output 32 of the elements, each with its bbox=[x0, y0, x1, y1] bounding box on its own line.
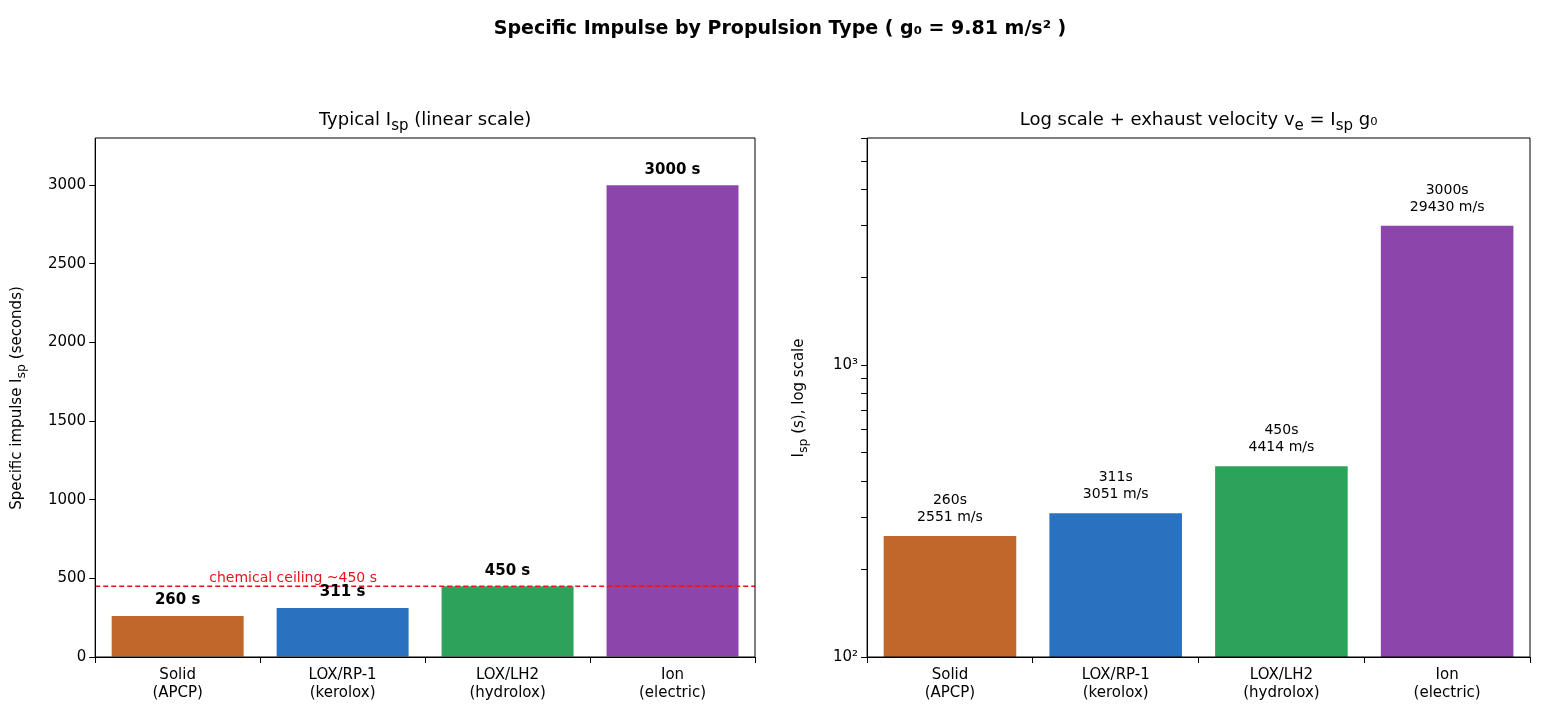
y-tick-label: 1000 bbox=[47, 489, 87, 508]
y-tick-label: 0 bbox=[76, 646, 87, 665]
y-tick-label: 2000 bbox=[47, 332, 87, 351]
data-label: 260s 2551 m/s bbox=[917, 490, 983, 524]
text: Specific Impulse by Propulsion Type ( g₀ = 9.81 m/s² ) bbox=[493, 16, 1067, 38]
data-label: 260 s bbox=[154, 590, 201, 609]
ref-line-label: chemical ceiling ~450 s bbox=[209, 568, 377, 585]
y-tick-label: 3000 bbox=[47, 175, 87, 194]
y-tick-label: 500 bbox=[57, 568, 87, 587]
data-label: 3000s 29430 m/s bbox=[1409, 180, 1485, 214]
bar bbox=[111, 616, 244, 657]
y-tick-label: 1500 bbox=[47, 410, 87, 429]
y-tick-label: 10² bbox=[832, 646, 859, 665]
data-label: 450s 4414 m/s bbox=[1248, 420, 1315, 454]
y-tick-label: 10³ bbox=[832, 355, 859, 374]
data-label: 3000 s bbox=[644, 159, 701, 178]
data-label: 450 s bbox=[484, 560, 531, 579]
data-label: 311s 3051 m/s bbox=[1082, 467, 1149, 501]
x-tick-label: Ion (electric) bbox=[1413, 664, 1481, 701]
x-tick-label: Ion (electric) bbox=[639, 664, 707, 701]
x-tick-label: LOX/LH2 (hydrolox) bbox=[469, 664, 546, 701]
x-tick-label: Solid (APCP) bbox=[924, 664, 976, 701]
chart-title: Log scale + exhaust velocity v$_{e}$ = I$_{sp}$ g₀ bbox=[1018, 108, 1379, 134]
y-tick-label: 2500 bbox=[47, 253, 87, 272]
x-tick-label: LOX/RP-1 (kerolox) bbox=[1081, 664, 1150, 701]
x-tick-label: LOX/LH2 (hydrolox) bbox=[1243, 664, 1320, 701]
chart-title: Typical I$_{sp}$ (linear scale) bbox=[317, 108, 533, 134]
bar bbox=[276, 608, 409, 657]
bar bbox=[606, 185, 739, 657]
x-tick-label: LOX/RP-1 (kerolox) bbox=[308, 664, 377, 701]
x-tick-label: Solid (APCP) bbox=[152, 664, 203, 701]
bar bbox=[441, 586, 574, 657]
